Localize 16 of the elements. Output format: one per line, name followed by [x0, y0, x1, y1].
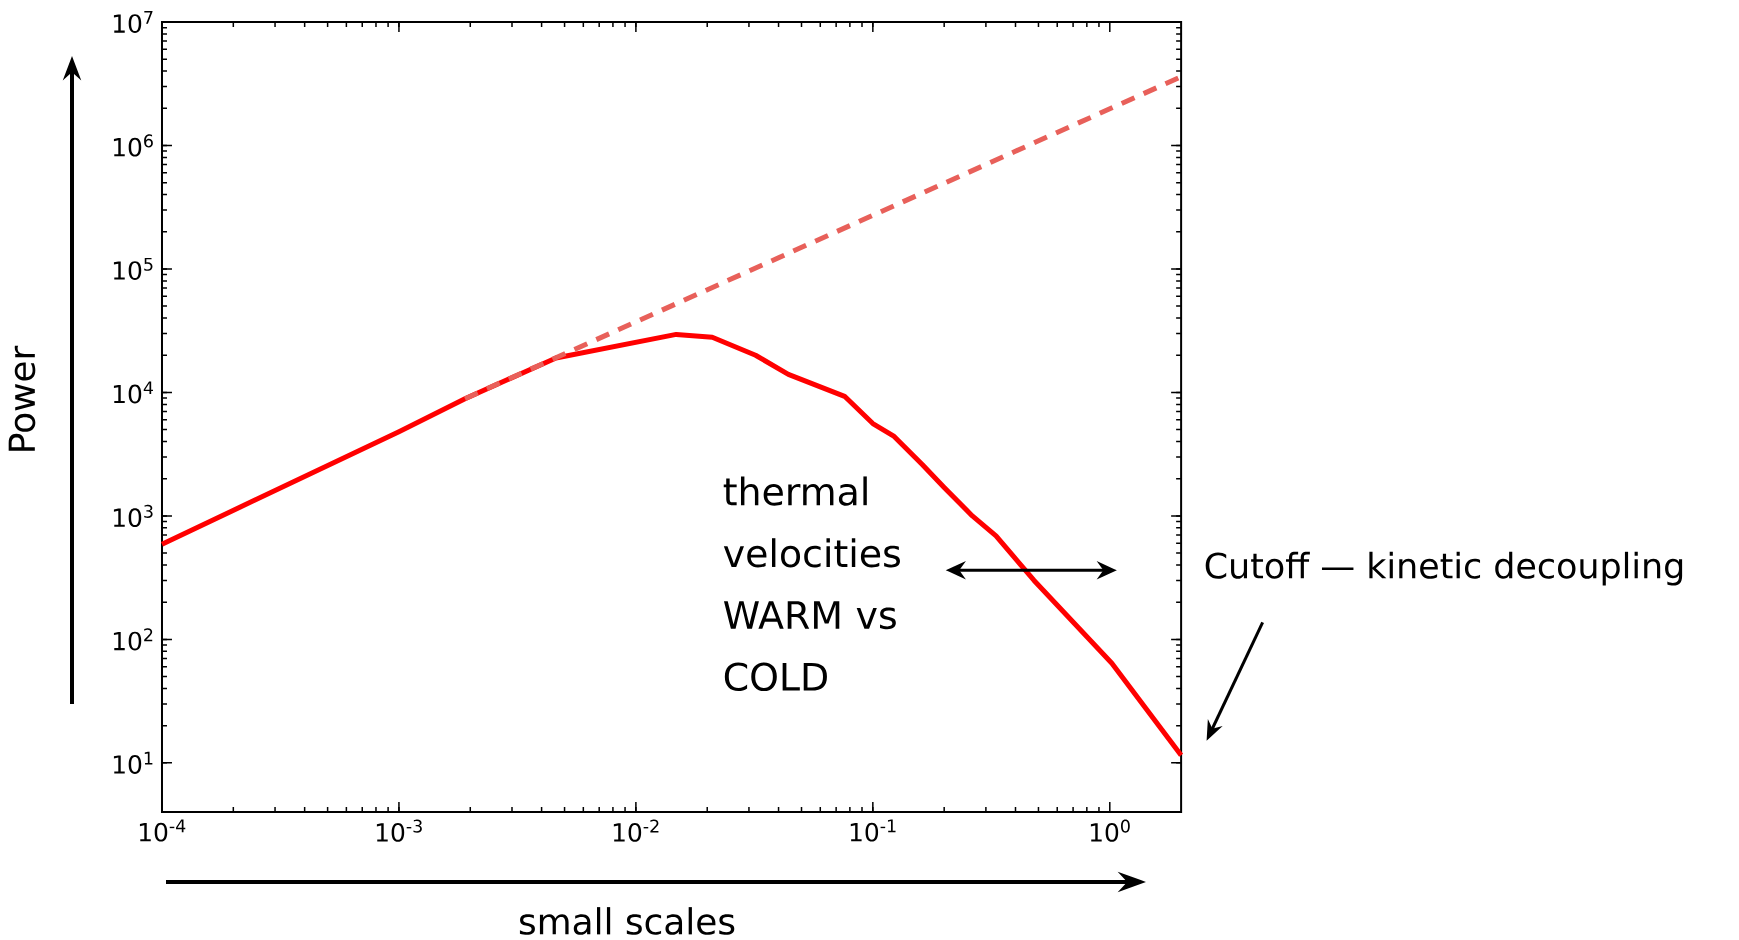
y-tick-label: 10$^{3}$	[113, 504, 153, 528]
x-tick-label: 10$^{-2}$	[613, 819, 659, 842]
y-tick-label: 10$^{5}$	[113, 257, 153, 280]
y-axis-title: Power	[8, 345, 36, 451]
x-tick-label: 10$^{-3}$	[376, 819, 422, 842]
y-tick-label: 10$^{7}$	[113, 10, 153, 34]
text: Cutoff — kinetic decoupling	[1205, 551, 1683, 586]
x-tick-label: 10$^{-1}$	[850, 819, 896, 842]
annotation: thermal velocities WARM vs COLD	[723, 476, 900, 692]
y-tick-label: 10$^{1}$	[113, 751, 153, 774]
y-tick-label: 10$^{6}$	[113, 134, 153, 157]
y-tick-label: 10$^{2}$	[113, 628, 153, 651]
x-tick-label: 10$^{0}$	[1090, 819, 1130, 842]
x-tick-label: 10$^{-4}$	[139, 819, 186, 842]
y-tick-label: 10$^{4}$	[113, 381, 153, 404]
x-axis-title: small scales	[519, 907, 735, 935]
